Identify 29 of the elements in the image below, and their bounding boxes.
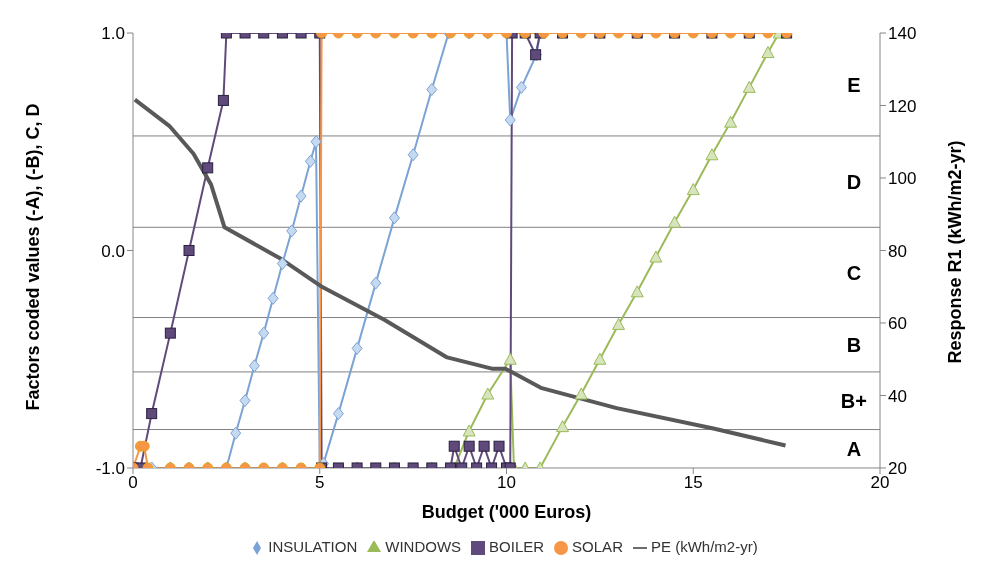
y2-tick-label: 60 <box>888 314 907 334</box>
x-tick-label: 5 <box>315 473 325 493</box>
annotation: B <box>846 333 862 356</box>
y2-tick-label: 140 <box>888 24 917 44</box>
y-axis-title: Factors coded values (-A), (-B), C, D <box>23 103 44 411</box>
legend-label: WINDOWS <box>385 537 462 555</box>
y2-tick-label: 120 <box>888 96 917 116</box>
x-tick-label: 10 <box>497 473 516 493</box>
y2-tick-label: 80 <box>888 241 907 261</box>
annotation: B+ <box>840 389 867 412</box>
y2-tick-label: 100 <box>888 169 917 189</box>
x-tick-label: 15 <box>683 473 703 493</box>
y-tick-label: 1.0 <box>101 24 125 44</box>
legend-label: INSULATION <box>268 537 358 555</box>
annotation: C <box>846 261 862 284</box>
legend-label: BOILER <box>489 537 545 555</box>
y-tick-label: -1.0 <box>95 459 125 478</box>
annotation: D <box>846 170 862 193</box>
y2-axis-title: Response R1 (kWh/m2-yr) <box>945 140 966 364</box>
legend-label: PE (kWh/m2-yr) <box>650 537 758 555</box>
x-tick-label: 20 <box>870 473 890 493</box>
legend-label: SOLAR <box>572 537 623 555</box>
annotation: A <box>846 437 862 460</box>
x-tick-label: 0 <box>128 473 138 493</box>
x-axis-title: Budget ('000 Euros) <box>421 501 592 522</box>
y2-tick-label: 20 <box>888 459 907 478</box>
y-tick-label: 0.0 <box>101 241 125 261</box>
y2-tick-label: 40 <box>888 386 907 406</box>
annotation: E <box>847 73 861 96</box>
